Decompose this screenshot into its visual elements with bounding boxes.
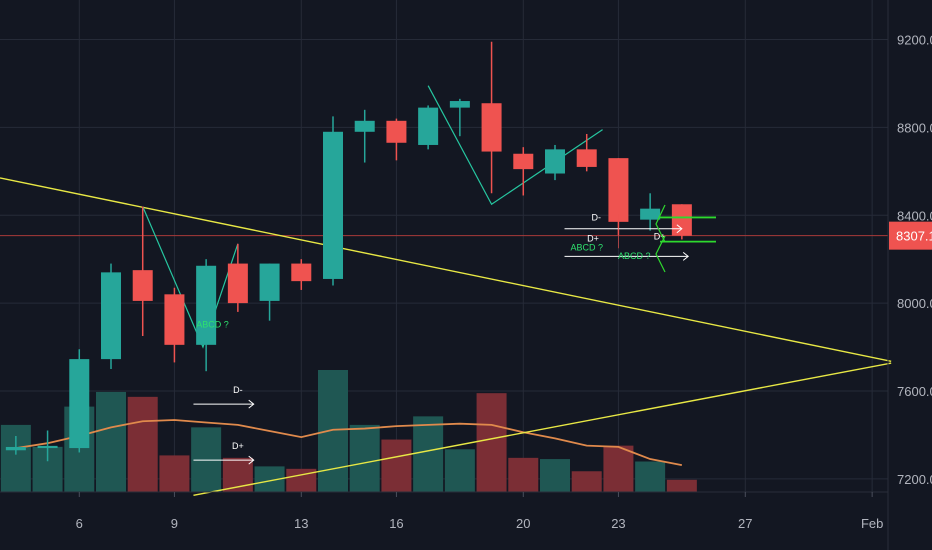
time-axis[interactable]: 6 9 13 16 20 23 27 Feb: [76, 492, 884, 531]
target-arrow-head: [655, 204, 666, 243]
abcd-pattern-line: [142, 206, 239, 349]
candle-body: [608, 158, 629, 222]
trendlines: [0, 85, 892, 496]
volume-moving-average: [15, 419, 683, 467]
price-tick-label: 9200.0: [897, 33, 932, 48]
abcd-pattern-line: [427, 85, 603, 206]
time-tick-label: 6: [76, 516, 83, 531]
candle-body: [418, 107, 439, 145]
marker-label: D+: [587, 234, 599, 244]
volume-bar: [666, 479, 697, 492]
time-tick-label: 20: [516, 516, 530, 531]
candle-body: [354, 120, 375, 132]
volume-bar: [318, 370, 348, 492]
candle-body: [5, 446, 26, 451]
volume-bar: [508, 457, 539, 492]
time-tick-label: 23: [611, 516, 625, 531]
volume-bar: [603, 445, 634, 492]
volume-bar: [349, 424, 380, 492]
volume-ma-line: [15, 419, 683, 467]
candle-body: [449, 101, 470, 108]
volume-bar: [0, 424, 31, 492]
candle-body: [164, 294, 185, 345]
annotations: ABCD ? ABCD ? ABCD ? D- D+ D- D+ D+: [193, 204, 716, 465]
marker-label: D-: [233, 385, 243, 395]
candle-body: [101, 272, 121, 360]
candle-body: [671, 204, 692, 236]
trendline: [0, 177, 892, 362]
candle-body: [132, 270, 153, 301]
price-tick-label: 8800.0: [897, 120, 932, 135]
candle-body: [259, 263, 280, 301]
candle-body: [640, 208, 661, 220]
candle-body: [576, 149, 597, 167]
price-tick-label: 8000.0: [897, 296, 932, 311]
volume-bar: [381, 439, 412, 492]
volume-bar: [127, 396, 158, 492]
trendline: [193, 362, 892, 496]
marker-label: D+: [232, 441, 244, 451]
volume-bar: [159, 455, 190, 492]
price-tag-label: 8307.1: [896, 229, 932, 244]
marker-arrow-head: [248, 455, 255, 465]
candle-body: [545, 149, 565, 174]
time-tick-label: 27: [738, 516, 752, 531]
candle-body: [323, 131, 343, 279]
target-arrow-head: [655, 235, 666, 273]
candle-body: [196, 265, 217, 345]
candlesticks: [5, 41, 692, 462]
volume-bar: [540, 459, 570, 492]
pattern-label: ABCD ?: [618, 251, 651, 261]
pattern-label: ABCD ?: [196, 319, 229, 329]
candle-body: [69, 359, 90, 449]
marker-arrow-head: [248, 399, 255, 409]
price-tag-box: [889, 221, 932, 250]
candle-body: [291, 263, 312, 282]
marker-arrow-head: [682, 252, 690, 261]
price-axis[interactable]: 9200.0 8800.0 8400.0 8000.0 7600.0 7200.0: [897, 33, 932, 487]
pattern-label: ABCD ?: [570, 242, 603, 252]
marker-label: D+: [654, 231, 666, 241]
candle-body: [386, 120, 407, 143]
volume-bar: [96, 391, 126, 492]
candle-body: [513, 153, 534, 170]
volume-bar: [444, 449, 475, 492]
volume-bar: [413, 416, 444, 492]
marker-arrow-head: [676, 224, 683, 234]
time-tick-label: 13: [294, 516, 308, 531]
price-tick-label: 8400.0: [897, 208, 932, 223]
candle-body: [227, 263, 248, 304]
time-tick-label: Feb: [861, 516, 883, 531]
time-tick-label: 16: [389, 516, 403, 531]
volume-bar: [286, 468, 317, 492]
volume-bar: [476, 393, 507, 492]
volume-bar: [635, 461, 666, 492]
price-tick-label: 7200.0: [897, 472, 932, 487]
marker-label: D-: [591, 213, 601, 223]
candle-body: [37, 445, 58, 449]
current-price-tag: 8307.1: [889, 221, 932, 250]
candle-body: [481, 103, 502, 152]
price-tick-label: 7600.0: [897, 384, 932, 399]
volume-bar: [571, 471, 602, 492]
time-tick-label: 9: [171, 516, 178, 531]
grid-lines: [0, 0, 888, 492]
